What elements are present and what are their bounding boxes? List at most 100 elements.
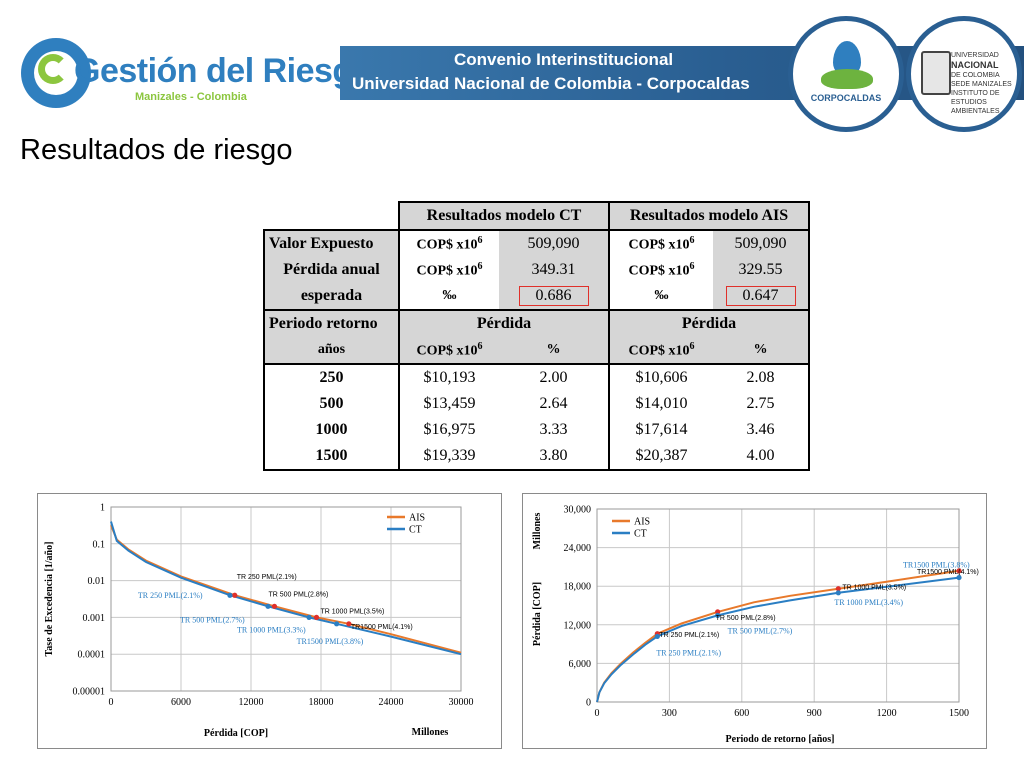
legend-label-ct: CT [409,525,422,536]
label-esperada: esperada [263,283,399,310]
pct-unit: % [499,337,610,364]
label-valor-expuesto: Valor Expuesto [263,229,399,257]
y-tick-label: 24,000 [564,543,592,554]
tr-value: 1000 [263,417,399,443]
tr-value: 500 [263,391,399,417]
unal-name: UNIVERSIDAD NACIONAL DE COLOMBIA SEDE MA… [951,52,1012,115]
ct-loss: $16,975 [398,417,499,443]
table-row: Pérdida anual COP$ x106 349.31 COP$ x106… [263,257,810,283]
ct-marker [334,621,340,627]
ct-pct: 2.00 [499,363,610,391]
x-tick-label: 6000 [171,697,191,708]
ais-pct: 2.08 [713,363,810,391]
unit-cell: COP$ x106 [609,337,713,364]
label-periodo-retorno: Periodo retorno [263,309,399,337]
ais-marker [835,586,841,592]
ct-marker [265,603,271,609]
annotation-label-ais: TR 1000 PML(3.5%) [320,608,384,615]
x-axis-label: Pérdida [COP] [204,728,268,739]
ct-pct: 3.33 [499,417,610,443]
banner-title: Convenio Interinstitucional [454,50,674,69]
annotation-label-ais: TR 250 PML(2.1%) [659,632,719,639]
corpocaldas-name: CORPOCALDAS [810,93,882,103]
header-ct: Resultados modelo CT [398,201,610,230]
return-period-chart: 0 300 600 900 1200 1500 0 6,000 12,000 18,000 24,0… [522,493,987,749]
logo-g-icon [38,54,68,84]
table-row: Valor Expuesto COP$ x106 509,090 COP$ x1… [263,229,810,257]
unal-logo: UNIVERSIDAD NACIONAL DE COLOMBIA SEDE MA… [906,16,1022,132]
ct-loss: $10,193 [398,363,499,391]
exceedance-chart-svg: 0 6000 12000 18000 24000 30000 1 0.1 0.01 0.001 0.… [44,503,474,740]
y-tick-label: 0.0001 [78,650,106,661]
exceedance-chart: 0 6000 12000 18000 24000 30000 1 0.1 0.01 0.001 0.… [37,493,502,749]
x-tick-label: 0 [595,708,600,719]
tr-value: 250 [263,363,399,391]
plot-area [110,506,462,692]
annotation-label-ct: TR 500 PML(2.7%) [728,626,793,635]
y-tick-label: 18,000 [564,582,592,593]
annotation-label-ct: TR 250 PML(2.1%) [656,648,721,657]
pct-unit: % [713,337,810,364]
leaf-icon [821,69,873,89]
ais-marker [271,603,278,609]
y-tick-label: 0.01 [88,576,106,587]
pae-ct: 349.31 [499,257,610,283]
ais-loss: $17,614 [635,421,688,438]
pae-ct-permil: 0.686 [499,283,610,310]
ais-loss: $10,606 [609,363,713,391]
unit-cell: COP$ x106 [398,257,499,283]
unit-cell: COP$ x106 [398,337,499,364]
table-row: esperada ‰ 0.686 ‰ 0.647 [263,283,810,310]
annotation-label-ct: TR 250 PML(2.1%) [138,591,203,600]
annotation-label-ct: TR 500 PML(2.7%) [180,615,245,624]
x-tick-label: 30000 [449,697,474,708]
slide-header: Gestión del Riesgo Manizales - Colombia … [0,0,1024,140]
ct-pct: 2.64 [499,391,610,417]
ct-marker [956,574,962,581]
ct-marker [715,612,721,619]
perdida-ct-header: Pérdida [398,309,610,337]
ve-ais: 509,090 [713,229,810,257]
ais-pct: 3.46 [713,417,810,443]
plot-area [596,508,960,703]
tr-value: 1500 [263,443,399,471]
unit-cell: COP$ x106 [398,229,499,257]
permil-unit: ‰ [398,283,499,310]
ct-pct: 3.80 [499,443,610,471]
legend-label-ct: CT [634,529,647,540]
ct-marker [306,614,312,620]
table-header-row: Resultados modelo CT Resultados modelo A… [264,201,810,230]
ct-marker [227,592,233,598]
ais-pct: 2.75 [713,391,810,417]
return-period-chart-svg: 0 300 600 900 1200 1500 0 6,000 12,000 18,000 24,0… [532,505,979,746]
ais-loss: $20,387 [609,443,713,471]
unit-cell: COP$ x106 [628,260,695,279]
annotation-label-ct: TR 1000 PML(3.4%) [834,598,903,607]
banner-subtitle: Universidad Nacional de Colombia - Corpo… [352,74,750,93]
results-table: Resultados modelo CT Resultados modelo A… [263,201,810,471]
ct-loss: $19,339 [398,443,499,471]
ais-loss: $14,010 [635,395,688,412]
annotation-label-ct: TR1500 PML(3.8%) [903,561,970,570]
annotation-label-ais: TR1500 PML(4.1%) [917,569,979,576]
shield-icon [921,51,951,95]
ais-marker [956,568,962,574]
annotation-label-ais: TR1500 PML(4.1%) [351,624,413,631]
y-tick-label: 30,000 [564,505,592,516]
x-tick-label: 1200 [877,708,897,719]
y-tick-label: 12,000 [564,620,592,631]
pae-ais: 329.55 [713,257,810,283]
y-tick-label: 0.1 [93,539,106,550]
annotation-label-ct: TR1500 PML(3.8%) [297,637,364,646]
x-tick-label: 0 [109,697,114,708]
annotation-label-ais: TR 250 PML(2.1%) [237,574,297,581]
x-tick-label: 600 [734,708,749,719]
y-axis-label: Tase de Excedencia [1/año] [44,542,55,657]
ais-marker [346,621,352,627]
annotation-label-ais: TR 500 PML(2.8%) [268,591,328,598]
legend-label-ais: AIS [634,517,650,528]
y-axis-label: Pérdida [COP] [532,582,543,646]
corpocaldas-logo: CORPOCALDAS [788,16,904,132]
series-line-ct [596,576,960,703]
annotation-label-ct: TR 1000 PML(3.3%) [237,625,306,634]
